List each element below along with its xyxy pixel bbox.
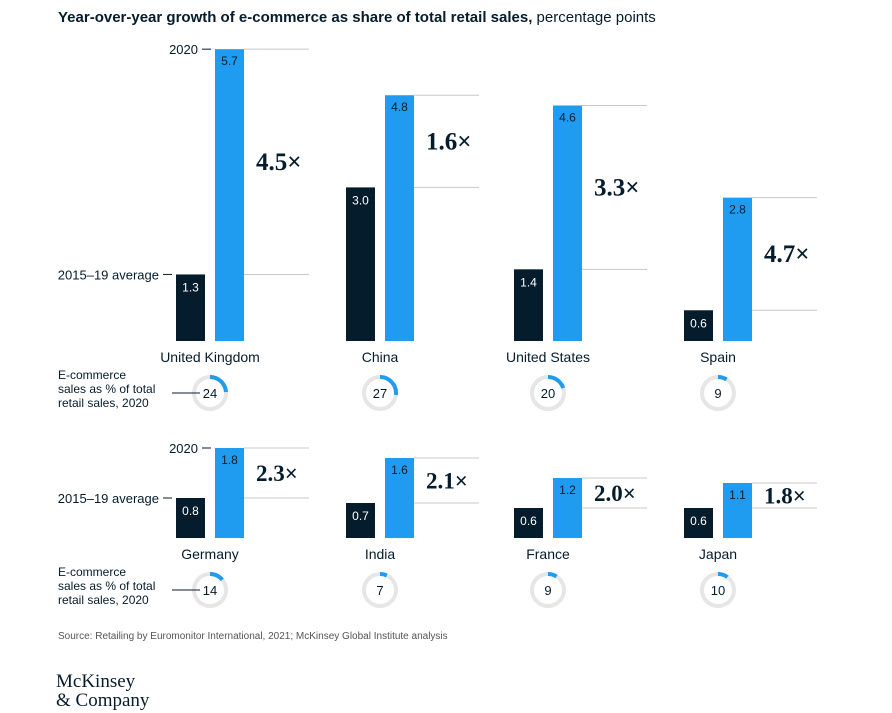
bar-avg-india bbox=[346, 503, 375, 538]
share-value: 9 bbox=[544, 583, 551, 598]
share-arc bbox=[209, 572, 224, 582]
multiple-label: 1.6× bbox=[426, 128, 472, 155]
chart-title-unit: percentage points bbox=[532, 9, 656, 26]
value-label: 4.6 bbox=[559, 110, 576, 124]
country-label: United States bbox=[506, 349, 590, 365]
share-value: 24 bbox=[203, 386, 217, 401]
row-label-2020: 2020 bbox=[169, 441, 198, 456]
share-note: retail sales, 2020 bbox=[58, 593, 149, 607]
country-label: United Kingdom bbox=[160, 349, 260, 365]
row-label-2020: 2020 bbox=[169, 42, 198, 57]
logo-line-1: McKinsey bbox=[56, 671, 136, 692]
share-value: 7 bbox=[376, 583, 383, 598]
bar-2020-japan bbox=[723, 483, 752, 538]
value-label: 1.1 bbox=[729, 488, 746, 502]
bar-2020-germany bbox=[215, 448, 244, 538]
multiple-label: 2.0× bbox=[594, 481, 636, 506]
country-label: China bbox=[362, 349, 399, 365]
row-label-average: 2015–19 average bbox=[58, 491, 159, 506]
multiple-label: 4.5× bbox=[256, 149, 302, 176]
value-label: 0.7 bbox=[352, 509, 369, 523]
value-label: 0.6 bbox=[690, 316, 707, 330]
bar-2020-china bbox=[385, 95, 414, 342]
share-value: 9 bbox=[714, 386, 721, 401]
country-label: India bbox=[365, 546, 396, 562]
bar-avg-united-kingdom bbox=[176, 274, 205, 341]
multiple-label: 2.3× bbox=[256, 461, 298, 486]
share-note: E-commerce bbox=[58, 565, 126, 579]
share-note: sales as % of total bbox=[58, 382, 155, 396]
bar-2020-united-states bbox=[553, 105, 582, 341]
multiple-label: 1.8× bbox=[764, 484, 806, 509]
value-label: 0.6 bbox=[520, 514, 537, 528]
value-label: 2.8 bbox=[729, 203, 746, 217]
share-arc bbox=[547, 572, 558, 579]
value-label: 1.4 bbox=[520, 275, 537, 289]
row-label-average: 2015–19 average bbox=[58, 267, 159, 282]
bar-avg-germany bbox=[176, 498, 205, 538]
share-arc bbox=[379, 375, 398, 396]
chart-title-main: Year-over-year growth of e-commerce as s… bbox=[58, 9, 533, 26]
share-note: E-commerce bbox=[58, 368, 126, 382]
share-arc bbox=[547, 375, 566, 389]
country-label: Japan bbox=[699, 546, 737, 562]
share-note: sales as % of total bbox=[58, 579, 155, 593]
logo-line-2: & Company bbox=[56, 690, 150, 711]
country-label: Germany bbox=[181, 546, 239, 562]
bar-chart: 1.3 5.7 4.5× United Kingdom 24 3.0 4.8 1.6× Chin… bbox=[58, 42, 817, 608]
bar-avg-china bbox=[346, 187, 375, 341]
share-arc bbox=[717, 572, 729, 579]
value-label: 1.2 bbox=[559, 483, 576, 497]
country-label: Spain bbox=[700, 349, 736, 365]
multiple-label: 4.7× bbox=[764, 241, 810, 268]
bar-avg-japan bbox=[684, 508, 713, 538]
value-label: 5.7 bbox=[221, 54, 238, 68]
source-note: Source: Retailing by Euromonitor Interna… bbox=[58, 631, 448, 642]
bar-2020-france bbox=[553, 478, 582, 538]
value-label: 3.0 bbox=[352, 193, 369, 207]
country-label: France bbox=[526, 546, 570, 562]
value-label: 0.6 bbox=[690, 514, 707, 528]
multiple-label: 3.3× bbox=[594, 174, 640, 201]
bar-avg-france bbox=[514, 508, 543, 538]
bar-2020-united-kingdom bbox=[215, 49, 244, 341]
share-note: retail sales, 2020 bbox=[58, 396, 149, 410]
value-label: 1.6 bbox=[391, 463, 408, 477]
chart-title: Year-over-year growth of e-commerce as s… bbox=[58, 9, 656, 26]
value-label: 1.3 bbox=[182, 280, 199, 294]
share-value: 14 bbox=[203, 583, 217, 598]
share-arc bbox=[379, 572, 388, 578]
value-label: 0.8 bbox=[182, 504, 199, 518]
mckinsey-logo: McKinsey & Company bbox=[56, 672, 149, 710]
bar-2020-spain bbox=[723, 197, 752, 341]
share-arc bbox=[209, 375, 228, 393]
bar-2020-india bbox=[385, 458, 414, 538]
share-value: 27 bbox=[373, 386, 387, 401]
share-arc bbox=[717, 375, 728, 382]
bar-avg-united-states bbox=[514, 269, 543, 341]
multiple-label: 2.1× bbox=[426, 469, 468, 494]
value-label: 4.8 bbox=[391, 100, 408, 114]
share-value: 10 bbox=[711, 583, 725, 598]
value-label: 1.8 bbox=[221, 453, 238, 467]
bar-avg-spain bbox=[684, 310, 713, 341]
share-value: 20 bbox=[541, 386, 555, 401]
